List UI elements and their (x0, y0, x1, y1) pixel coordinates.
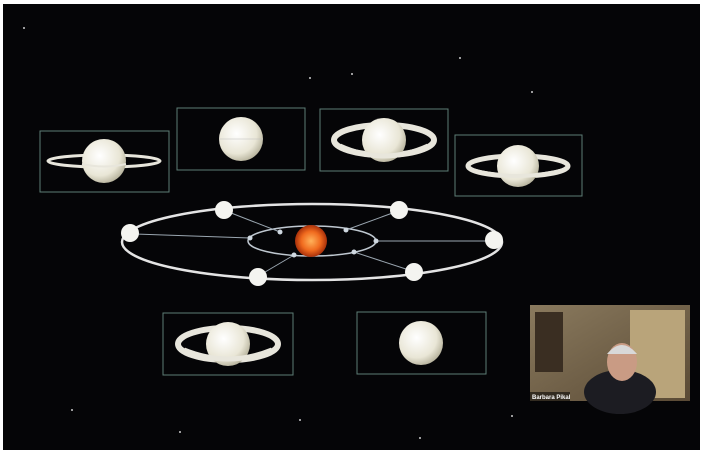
saturn-dot (390, 201, 408, 219)
video-tile: Barbara Pikal (530, 305, 690, 414)
earth-dot (352, 250, 357, 255)
saturn-dot (215, 201, 233, 219)
star (351, 73, 353, 75)
saturn-dot (249, 268, 267, 286)
participant-name: Barbara Pikal (532, 395, 571, 401)
planet (82, 139, 126, 183)
page: Barbara Pikal (() => { const data = JSON… (0, 0, 709, 455)
star (71, 409, 73, 411)
earth-dot (278, 230, 283, 235)
door (535, 312, 563, 372)
star (419, 437, 421, 439)
earth-dot (292, 253, 297, 258)
saturn-dot (121, 224, 139, 242)
star (459, 57, 461, 59)
screen: Barbara Pikal (0, 0, 709, 455)
saturn-dot (485, 231, 503, 249)
star (23, 27, 25, 29)
earth-dot (344, 228, 349, 233)
star (309, 77, 311, 79)
star (299, 419, 301, 421)
star (531, 91, 533, 93)
planet (399, 321, 443, 365)
saturn-dot (405, 263, 423, 281)
planet (497, 145, 539, 187)
star (179, 431, 181, 433)
earth-dot (248, 236, 253, 241)
sun (295, 225, 327, 257)
earth-dot (374, 239, 379, 244)
star (511, 415, 513, 417)
